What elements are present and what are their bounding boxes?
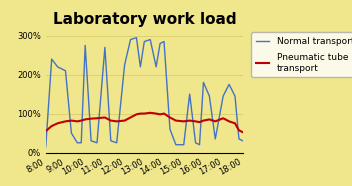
Line: Normal transport: Normal transport [46, 38, 243, 147]
Pneumatic tube
transport [182, 120, 186, 122]
Pneumatic tube
transport [56, 122, 60, 124]
Normal transport [95, 142, 99, 144]
Pneumatic tube
transport [221, 117, 225, 119]
Pneumatic tube
transport [237, 129, 241, 132]
Pneumatic tube
transport [174, 119, 178, 122]
Normal transport [128, 39, 133, 41]
Pneumatic tube
transport [201, 119, 206, 122]
Pneumatic tube
transport [50, 125, 54, 127]
Pneumatic tube
transport [168, 116, 172, 119]
Pneumatic tube
transport [109, 119, 113, 122]
Normal transport [83, 44, 87, 46]
Normal transport [221, 95, 225, 97]
Normal transport [227, 83, 231, 86]
Normal transport [148, 39, 152, 41]
Normal transport [103, 46, 107, 49]
Pneumatic tube
transport [115, 120, 119, 122]
Pneumatic tube
transport [213, 120, 218, 122]
Normal transport [69, 132, 74, 134]
Pneumatic tube
transport [148, 112, 152, 114]
Normal transport [109, 140, 113, 142]
Pneumatic tube
transport [197, 121, 202, 123]
Normal transport [162, 40, 166, 43]
Normal transport [154, 66, 158, 68]
Normal transport [182, 144, 186, 146]
Pneumatic tube
transport [44, 130, 48, 132]
Normal transport [63, 70, 68, 72]
Pneumatic tube
transport [194, 120, 198, 122]
Pneumatic tube
transport [188, 119, 192, 122]
Pneumatic tube
transport [103, 116, 107, 119]
Pneumatic tube
transport [134, 113, 139, 116]
Normal transport [233, 95, 237, 97]
Normal transport [207, 95, 212, 97]
Pneumatic tube
transport [128, 116, 133, 119]
Normal transport [89, 140, 93, 142]
Normal transport [75, 142, 80, 144]
Legend: Normal transport, Pneumatic tube
transport: Normal transport, Pneumatic tube transpo… [251, 32, 352, 77]
Pneumatic tube
transport [158, 113, 162, 116]
Normal transport [194, 142, 198, 144]
Normal transport [115, 142, 119, 144]
Pneumatic tube
transport [162, 113, 166, 115]
Normal transport [50, 58, 54, 60]
Normal transport [237, 138, 241, 140]
Line: Pneumatic tube
transport: Pneumatic tube transport [46, 113, 243, 132]
Normal transport [168, 128, 172, 130]
Normal transport [134, 36, 139, 39]
Pneumatic tube
transport [241, 131, 245, 133]
Normal transport [79, 142, 83, 144]
Normal transport [138, 66, 143, 68]
Pneumatic tube
transport [227, 120, 231, 122]
Pneumatic tube
transport [75, 120, 80, 122]
Normal transport [213, 138, 218, 140]
Pneumatic tube
transport [79, 119, 83, 122]
Pneumatic tube
transport [233, 122, 237, 124]
Pneumatic tube
transport [69, 119, 74, 122]
Normal transport [197, 144, 202, 146]
Pneumatic tube
transport [63, 120, 68, 122]
Pneumatic tube
transport [207, 118, 212, 121]
Normal transport [188, 93, 192, 95]
Title: Laboratory work load: Laboratory work load [52, 12, 236, 27]
Pneumatic tube
transport [122, 119, 127, 122]
Pneumatic tube
transport [95, 117, 99, 119]
Pneumatic tube
transport [154, 113, 158, 115]
Pneumatic tube
transport [142, 113, 146, 115]
Pneumatic tube
transport [83, 118, 87, 121]
Normal transport [174, 144, 178, 146]
Pneumatic tube
transport [89, 118, 93, 120]
Normal transport [122, 64, 127, 66]
Normal transport [158, 42, 162, 45]
Normal transport [44, 146, 48, 148]
Normal transport [241, 140, 245, 142]
Pneumatic tube
transport [138, 113, 143, 115]
Normal transport [56, 66, 60, 68]
Normal transport [201, 81, 206, 84]
Normal transport [142, 40, 146, 43]
